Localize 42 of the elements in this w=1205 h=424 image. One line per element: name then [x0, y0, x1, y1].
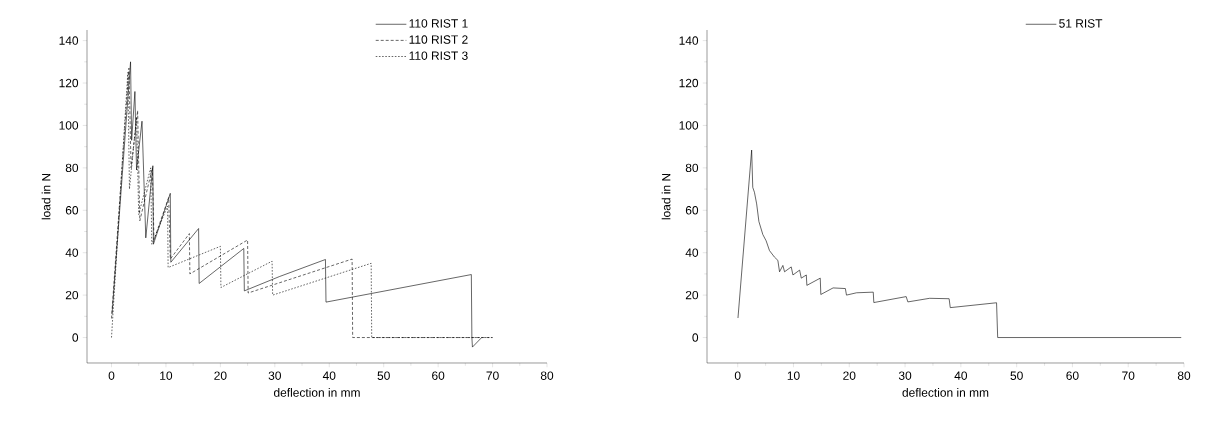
legend-label: 51 RIST	[1059, 19, 1103, 28]
x-tick-label: 70	[1122, 371, 1135, 380]
x-tick-label: 20	[214, 371, 227, 380]
y-tick-label: 100	[679, 121, 699, 130]
y-tick-label: 80	[65, 163, 79, 173]
y-tick-label: 20	[685, 290, 699, 300]
y-tick-label: 0	[692, 333, 699, 342]
x-tick-label: 50	[1010, 371, 1023, 380]
y-tick-label: 0	[72, 333, 79, 342]
y-tick-label: 20	[65, 290, 79, 300]
y-tick-label: 140	[59, 36, 79, 45]
x-axis-title: deflection in mm	[273, 388, 360, 397]
x-tick-label: 10	[787, 371, 800, 380]
x-axis-title: deflection in mm	[902, 388, 989, 397]
y-tick-label: 120	[59, 78, 79, 88]
y-tick-label: 100	[59, 121, 79, 130]
x-tick-label: 20	[843, 371, 856, 380]
y-tick-label: 120	[679, 78, 699, 88]
y-tick-label: 60	[65, 206, 79, 215]
x-tick-label: 30	[268, 371, 281, 380]
x-tick-label: 0	[734, 371, 741, 380]
x-tick-label: 30	[898, 371, 912, 380]
x-tick-label: 70	[486, 371, 499, 380]
x-tick-label: 0	[108, 371, 115, 380]
x-tick-label: 60	[432, 371, 445, 380]
y-tick-label: 140	[679, 36, 699, 45]
y-axis-title: load in N	[41, 173, 51, 220]
y-tick-label: 40	[65, 248, 79, 257]
y-axis-title: load in N	[661, 173, 671, 220]
x-tick-label: 40	[954, 371, 968, 380]
legend-label: 110 RIST 1	[409, 19, 468, 28]
y-tick-label: 80	[685, 163, 699, 173]
x-tick-label: 80	[540, 371, 554, 380]
x-tick-label: 60	[1066, 371, 1079, 380]
y-tick-label: 40	[685, 248, 699, 257]
x-tick-label: 10	[160, 371, 173, 380]
x-tick-label: 80	[1177, 371, 1191, 380]
y-tick-label: 60	[685, 206, 699, 215]
legend-label: 110 RIST 3	[409, 51, 468, 60]
x-tick-label: 40	[322, 371, 336, 380]
legend-label: 110 RIST 2	[409, 35, 468, 44]
x-tick-label: 50	[377, 371, 390, 380]
